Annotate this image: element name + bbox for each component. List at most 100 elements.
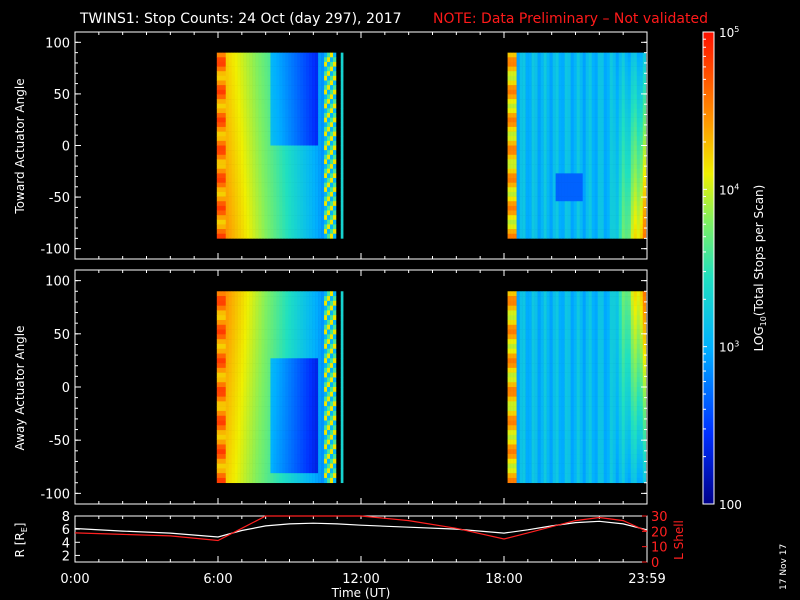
heatmap-cell	[303, 80, 307, 86]
heatmap-cell	[630, 154, 635, 160]
heatmap-cell	[585, 191, 590, 197]
heatmap-cell	[603, 168, 608, 174]
heatmap-cell	[603, 52, 608, 58]
heatmap-cell	[573, 108, 577, 114]
heatmap-cell	[612, 61, 617, 67]
heatmap-cell	[306, 61, 310, 67]
heatmap-cell	[261, 377, 265, 383]
heatmap-cell	[333, 219, 337, 225]
heatmap-cell	[225, 319, 230, 326]
heatmap-cell	[606, 61, 611, 67]
heatmap-cell	[234, 219, 238, 225]
heatmap-cell	[288, 187, 292, 193]
heatmap-cell	[318, 113, 322, 118]
heatmap-cell	[642, 113, 647, 118]
heatmap-cell	[642, 168, 647, 174]
heatmap-cell	[507, 108, 511, 114]
heatmap-cell	[240, 205, 244, 211]
heatmap-cell	[555, 140, 559, 146]
heatmap-cell	[282, 85, 286, 91]
heatmap-cell	[258, 164, 262, 170]
heatmap-cell	[252, 410, 256, 417]
heatmap-cell	[609, 187, 614, 193]
heatmap-cell	[615, 117, 620, 123]
heatmap-cell	[252, 80, 256, 86]
heatmap-cell	[234, 406, 238, 412]
heatmap-cell	[222, 310, 227, 316]
heatmap-cell	[279, 75, 283, 81]
heatmap-cell	[294, 215, 298, 221]
heatmap-cell	[291, 164, 295, 170]
heatmap-cell	[561, 113, 565, 118]
heatmap-cell	[222, 296, 227, 302]
heatmap-cell	[324, 219, 328, 225]
heatmap-cell	[270, 196, 274, 202]
heatmap-cell	[240, 372, 244, 378]
heatmap-cell	[231, 205, 235, 211]
heatmap-cell	[600, 196, 605, 202]
heatmap-cell	[300, 71, 304, 77]
heatmap-cell	[282, 103, 286, 109]
heatmap-cell	[510, 168, 514, 174]
heatmap-cell	[261, 420, 265, 426]
heatmap-cell	[231, 458, 235, 464]
heatmap-cell	[534, 122, 538, 128]
heatmap-cell	[258, 387, 262, 393]
heatmap-cell	[594, 229, 599, 235]
heatmap-cell	[621, 224, 626, 230]
heatmap-cell	[330, 150, 334, 156]
heatmap-cell	[579, 196, 584, 202]
heatmap-cell	[642, 126, 647, 132]
heatmap-cell	[285, 296, 289, 302]
heatmap-cell	[330, 57, 334, 63]
heatmap-cell	[603, 150, 608, 156]
heatmap-cell	[549, 205, 553, 211]
heatmap-cell	[285, 387, 289, 393]
heatmap-cell	[330, 182, 334, 188]
heatmap-cell	[285, 117, 289, 123]
heatmap-cell	[306, 140, 310, 146]
heatmap-cell	[522, 99, 526, 105]
heatmap-cell	[567, 75, 571, 81]
heatmap-cell	[303, 108, 307, 114]
heatmap-cell	[294, 168, 298, 174]
heatmap-cell	[312, 329, 316, 335]
heatmap-cell	[264, 196, 268, 202]
heatmap-cell	[297, 334, 301, 340]
heatmap-cell	[525, 66, 529, 72]
heatmap-cell	[273, 196, 277, 202]
heatmap-cell	[555, 145, 559, 151]
heatmap-cell	[225, 164, 230, 170]
heatmap-cell	[273, 420, 277, 426]
heatmap-cell	[240, 401, 244, 407]
heatmap-cell	[318, 296, 322, 302]
heatmap-cell	[594, 113, 599, 118]
heatmap-cell	[297, 159, 301, 165]
heatmap-cell	[303, 468, 307, 474]
heatmap-cell	[534, 224, 538, 230]
heatmap-cell	[549, 191, 553, 197]
heatmap-cell	[225, 122, 230, 128]
heatmap-cell	[249, 196, 253, 202]
heatmap-cell	[225, 329, 230, 335]
heatmap-cell	[567, 57, 571, 63]
heatmap-cell	[288, 468, 292, 474]
heatmap-cell	[522, 150, 526, 156]
heatmap-cell	[642, 140, 647, 146]
heatmap-cell	[270, 406, 274, 412]
heatmap-cell	[600, 108, 605, 114]
heatmap-cell	[228, 164, 232, 170]
heatmap-cell	[588, 178, 593, 183]
heatmap-cell	[525, 164, 529, 170]
heatmap-cell	[543, 187, 547, 193]
heatmap-cell	[267, 334, 271, 340]
heatmap-cell	[340, 52, 344, 58]
heatmap-cell	[219, 113, 224, 118]
heatmap-cell	[252, 329, 256, 335]
heatmap-cell	[279, 89, 283, 95]
heatmap-cell	[591, 205, 596, 211]
heatmap-cell	[267, 391, 271, 397]
heatmap-cell	[234, 463, 238, 469]
heatmap-cell	[324, 99, 328, 105]
heatmap-cell	[627, 89, 632, 95]
